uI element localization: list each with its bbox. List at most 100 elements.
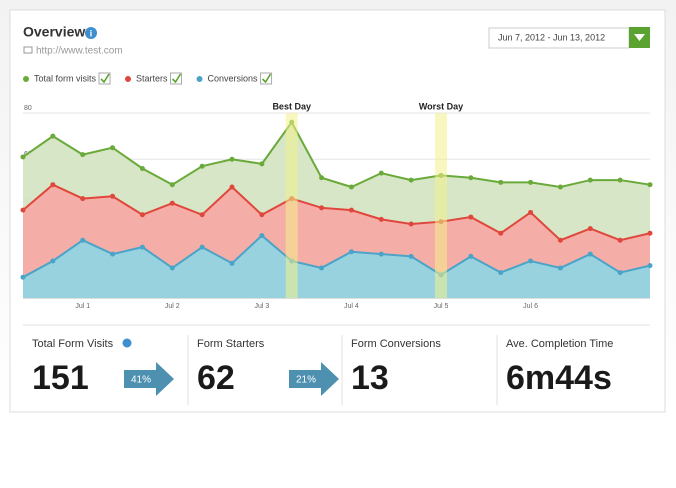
data-point bbox=[20, 154, 26, 160]
data-point bbox=[617, 177, 623, 183]
info-icon[interactable] bbox=[122, 338, 132, 348]
data-point bbox=[498, 270, 504, 276]
stat-value: 13 bbox=[351, 359, 389, 397]
data-point bbox=[229, 184, 235, 190]
series-line bbox=[22, 120, 651, 189]
stat-label: Form Conversions bbox=[351, 338, 441, 350]
data-point bbox=[319, 265, 325, 271]
data-point bbox=[468, 175, 474, 181]
dropdown-arrow bbox=[634, 34, 645, 41]
data-point bbox=[139, 166, 145, 171]
data-point bbox=[647, 230, 653, 236]
data-point bbox=[587, 177, 593, 183]
data-point bbox=[528, 209, 534, 215]
link-icon bbox=[23, 46, 33, 54]
data-point bbox=[259, 212, 265, 218]
data-point bbox=[378, 170, 384, 176]
legend-checkbox[interactable] bbox=[170, 72, 183, 85]
legend-checkbox[interactable] bbox=[98, 72, 111, 85]
stat-label: Ave. Completion Time bbox=[506, 338, 613, 350]
data-point bbox=[259, 233, 265, 239]
x-tick-label: Jul 5 bbox=[434, 303, 449, 310]
data-point bbox=[110, 251, 116, 257]
data-point bbox=[80, 152, 86, 158]
info-icon[interactable] bbox=[85, 27, 97, 39]
info-icon-glyph: i bbox=[90, 28, 93, 38]
series-line bbox=[22, 234, 651, 279]
data-point bbox=[557, 265, 563, 271]
data-point bbox=[528, 179, 534, 185]
legend-label: Starters bbox=[136, 73, 168, 83]
data-point bbox=[50, 133, 56, 139]
stat-label: Form Starters bbox=[197, 338, 265, 350]
data-point bbox=[50, 182, 56, 188]
data-point bbox=[169, 265, 175, 271]
data-point bbox=[468, 253, 474, 259]
data-point bbox=[408, 177, 414, 183]
legend-checkbox[interactable] bbox=[260, 72, 273, 85]
date-range: Jun 7, 2012 - Jun 13, 2012 bbox=[498, 32, 605, 42]
data-point bbox=[20, 274, 26, 280]
data-point bbox=[617, 270, 623, 276]
data-point bbox=[229, 156, 235, 162]
day-highlight bbox=[285, 113, 298, 298]
data-point bbox=[80, 196, 86, 202]
data-point bbox=[378, 216, 384, 222]
y-tick-label: 80 bbox=[24, 105, 32, 112]
annotation: Best Day bbox=[272, 101, 311, 111]
x-tick-label: Jul 2 bbox=[165, 303, 180, 310]
legend-swatch bbox=[125, 76, 132, 82]
stat-value: 151 bbox=[32, 359, 89, 397]
data-point bbox=[587, 251, 593, 257]
data-point bbox=[498, 230, 504, 236]
data-point bbox=[468, 214, 474, 220]
data-point bbox=[647, 182, 653, 188]
x-tick-label: Jul 4 bbox=[344, 303, 359, 310]
data-point bbox=[348, 207, 354, 213]
x-tick-label: Jul 1 bbox=[75, 303, 90, 310]
url: http://www.test.com bbox=[36, 46, 123, 57]
annotation: Worst Day bbox=[419, 101, 463, 111]
data-point bbox=[169, 182, 175, 188]
data-point bbox=[319, 205, 325, 211]
legend-swatch bbox=[23, 76, 29, 82]
data-point bbox=[80, 237, 86, 243]
data-point bbox=[587, 226, 593, 232]
legend-label: Total form visits bbox=[34, 73, 97, 83]
checkmark bbox=[100, 73, 110, 84]
area bbox=[23, 235, 650, 298]
rate-label: 21% bbox=[296, 375, 316, 386]
data-point bbox=[229, 260, 235, 266]
legend-swatch bbox=[196, 76, 203, 82]
data-point bbox=[259, 161, 265, 167]
stat-label: Total Form Visits bbox=[32, 338, 114, 350]
day-highlight bbox=[435, 113, 447, 298]
data-point bbox=[110, 193, 116, 199]
data-point bbox=[199, 244, 205, 250]
data-point bbox=[617, 237, 623, 243]
data-point bbox=[557, 184, 563, 190]
data-point bbox=[408, 253, 414, 259]
data-point bbox=[169, 200, 175, 206]
data-point bbox=[528, 258, 534, 264]
rate-arrow bbox=[289, 362, 339, 396]
data-point bbox=[378, 251, 384, 257]
data-point bbox=[647, 263, 653, 269]
stat-value: 62 bbox=[197, 359, 235, 397]
rate-arrow bbox=[124, 362, 174, 396]
x-tick-label: Jul 6 bbox=[523, 303, 538, 310]
data-point bbox=[498, 179, 504, 185]
data-point bbox=[199, 163, 205, 169]
data-point bbox=[319, 175, 325, 181]
data-point bbox=[139, 244, 145, 250]
data-point bbox=[20, 207, 26, 213]
data-point bbox=[110, 145, 116, 151]
stat-value: 6m44s bbox=[506, 359, 612, 397]
checkmark bbox=[261, 73, 272, 84]
legend-label: Conversions bbox=[208, 73, 259, 83]
data-point bbox=[408, 221, 414, 227]
rate-label: 41% bbox=[131, 375, 151, 386]
checkmark bbox=[171, 73, 182, 84]
